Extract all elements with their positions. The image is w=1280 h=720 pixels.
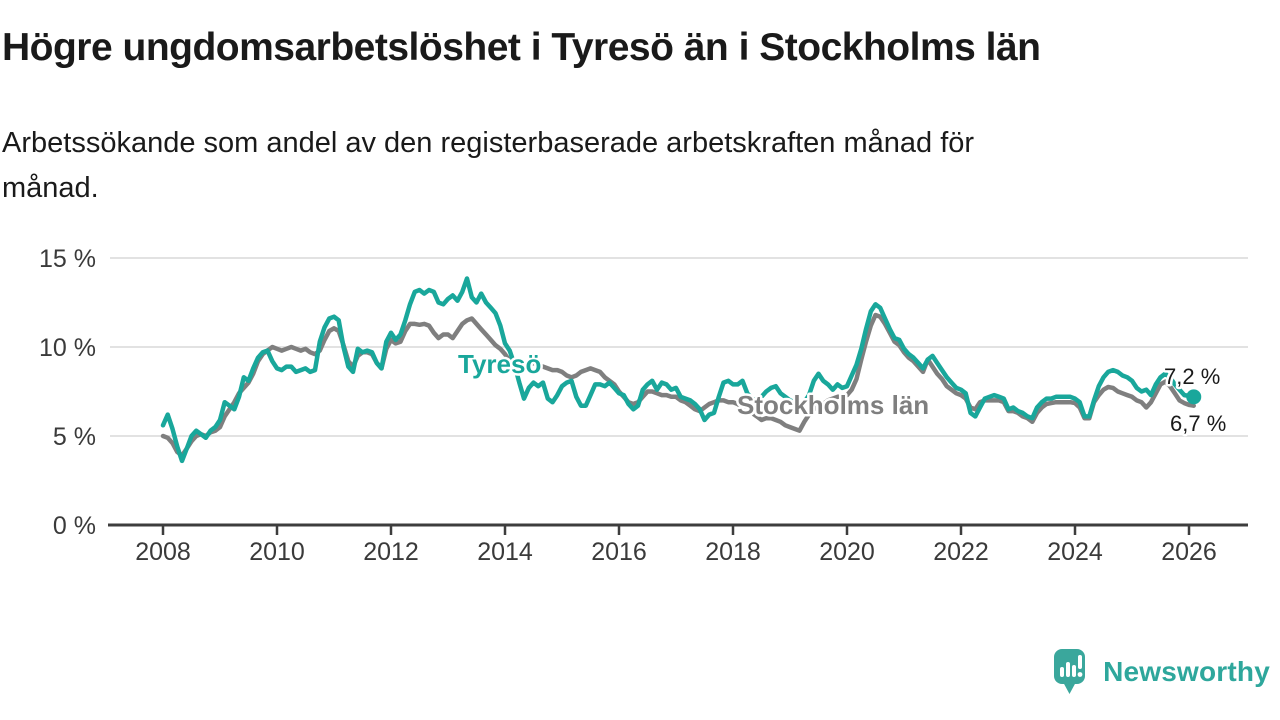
x-tick-label: 2020 xyxy=(819,538,875,566)
y-tick-label: 10 % xyxy=(39,334,96,362)
page-title: Högre ungdomsarbetslöshet i Tyresö än i … xyxy=(2,26,1041,69)
chart-subtitle: Arbetssökande som andel av den registerb… xyxy=(2,121,1202,211)
x-tick-label: 2012 xyxy=(363,538,419,566)
series-label-tyreso: Tyresö xyxy=(458,349,541,379)
series-line-stockholms-l-n xyxy=(160,312,1196,458)
series-line-tyres- xyxy=(160,276,1196,464)
x-tick-label: 2008 xyxy=(135,538,191,566)
x-tick-label: 2026 xyxy=(1161,538,1217,566)
y-tick-label: 5 % xyxy=(53,423,96,451)
x-tick-label: 2016 xyxy=(591,538,647,566)
x-tick-label: 2010 xyxy=(249,538,305,566)
chart-generated-layer: 0 % 5 % 10 % 15 % 2008 2010 2012 2014 2016 2018 20… xyxy=(39,245,1248,566)
subtitle-line-2: månad. xyxy=(2,171,99,204)
y-tick-label: 0 % xyxy=(53,512,96,540)
newsworthy-logo-icon xyxy=(1054,649,1086,694)
newsworthy-logo-text: Newsworthy xyxy=(1103,656,1270,687)
subtitle-line-1: Arbetssökande som andel av den registerb… xyxy=(2,127,975,159)
end-value-label-tyreso: 7,2 % xyxy=(1164,364,1220,389)
latest-value-dot xyxy=(1186,389,1202,405)
newsworthy-branding[interactable]: Newsworthy xyxy=(1053,648,1270,696)
x-tick-label: 2018 xyxy=(705,538,761,566)
end-value-label-stockholms-lan: 6,7 % xyxy=(1170,411,1226,436)
x-tick-label: 2022 xyxy=(933,538,989,566)
x-tick-label: 2024 xyxy=(1047,538,1103,566)
series-label-stockholms-lan: Stockholms län xyxy=(737,390,929,420)
x-tick-label: 2014 xyxy=(477,538,533,566)
y-tick-label: 15 % xyxy=(39,245,96,273)
